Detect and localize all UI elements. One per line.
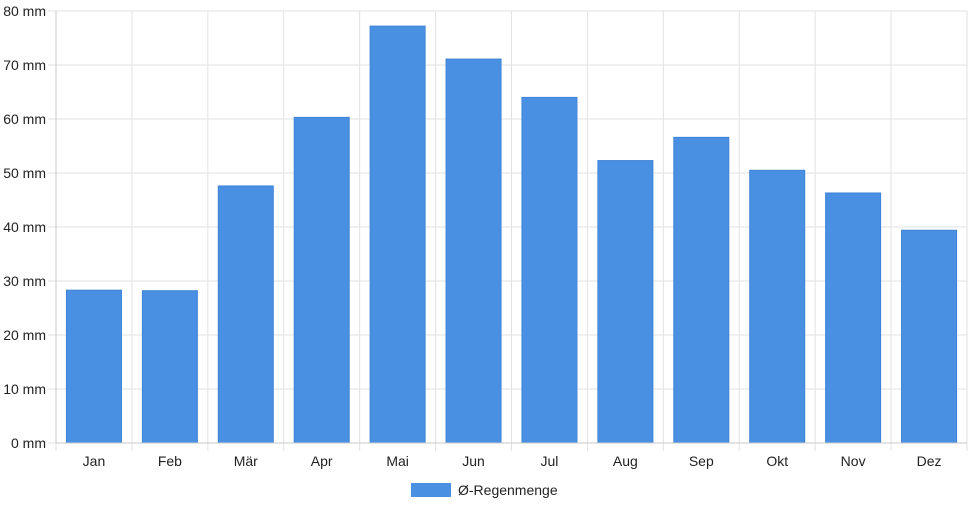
- x-tick-label: Jun: [462, 453, 485, 469]
- y-tick-label: 0 mm: [11, 435, 46, 451]
- y-tick-labels: 0 mm 10 mm 20 mm 30 mm 40 mm 50 mm 60 mm 70 mm 8…: [3, 3, 46, 451]
- x-tick-label: Dez: [917, 453, 942, 469]
- x-tick-label: Jul: [541, 453, 559, 469]
- bar-sep[interactable]: [673, 136, 730, 444]
- legend[interactable]: Ø-Regenmenge: [411, 482, 558, 498]
- bar-okt[interactable]: [749, 169, 806, 444]
- y-tick-label: 10 mm: [3, 381, 46, 397]
- x-tick-label: Apr: [311, 453, 333, 469]
- legend-swatch[interactable]: [411, 483, 451, 497]
- bar-apr[interactable]: [293, 116, 350, 444]
- bar-jul[interactable]: [521, 96, 578, 444]
- bar-nov[interactable]: [825, 192, 882, 444]
- x-tick-label: Aug: [613, 453, 638, 469]
- x-tick-label: Mai: [386, 453, 409, 469]
- y-tick-label: 30 mm: [3, 273, 46, 289]
- y-tick-label: 40 mm: [3, 219, 46, 235]
- x-tick-label: Nov: [841, 453, 866, 469]
- x-tick-labels: Jan Feb Mär Apr Mai Jun Jul Aug Sep Okt Nov Dez: [83, 453, 942, 469]
- y-tick-label: 60 mm: [3, 111, 46, 127]
- x-tick-label: Okt: [766, 453, 788, 469]
- y-tick-label: 50 mm: [3, 165, 46, 181]
- x-tick-label: Sep: [689, 453, 714, 469]
- x-tick-label: Feb: [158, 453, 182, 469]
- y-tick-label: 70 mm: [3, 57, 46, 73]
- x-tick-label: Mär: [234, 453, 258, 469]
- bar-jun[interactable]: [445, 58, 502, 444]
- bar-jan[interactable]: [65, 289, 122, 444]
- bar-dez[interactable]: [901, 229, 958, 444]
- legend-label[interactable]: Ø-Regenmenge: [458, 482, 558, 498]
- x-tick-label: Jan: [83, 453, 106, 469]
- y-tick-label: 80 mm: [3, 3, 46, 19]
- bars: [65, 25, 958, 444]
- bar-mai[interactable]: [369, 25, 426, 444]
- y-tick-label: 20 mm: [3, 327, 46, 343]
- grid-lines: [48, 10, 968, 451]
- bar-aug[interactable]: [597, 160, 654, 444]
- axes: [55, 11, 967, 444]
- bar-feb[interactable]: [141, 290, 198, 444]
- bar-mär[interactable]: [217, 185, 274, 444]
